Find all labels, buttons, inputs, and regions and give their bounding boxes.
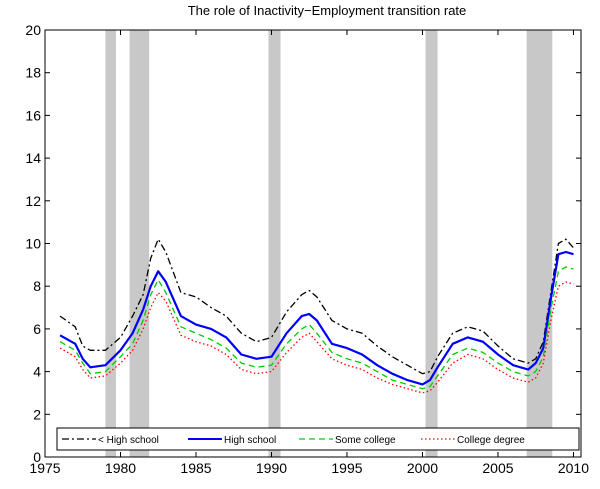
axes: 0 2 4 6 8 10 12 14 16 18 20 1975 1980 1985 1990 1995 200… [25,22,589,476]
series-line-2 [59,250,574,386]
x-tick-label: 2010 [558,460,589,476]
y-tick-label: 14 [25,150,41,166]
x-tick-label: 2000 [407,460,438,476]
series-line-4 [59,281,574,394]
y-tick-label: 16 [25,107,41,123]
chart-title: The role of Inactivity−Employment transi… [188,3,467,18]
y-tick-label: 20 [25,22,41,38]
y-tick-label: 2 [33,406,41,422]
recession-band-2 [129,30,150,457]
y-tick-label: 12 [25,193,41,209]
series-layer [59,238,574,394]
recession-band-4 [425,30,438,457]
series-line-3 [59,266,574,390]
x-tick-label: 1985 [180,460,211,476]
y-tick-label: 18 [25,65,41,81]
x-tick-label: 1990 [256,460,287,476]
recession-band-5 [526,30,553,457]
x-tick-label: 1980 [105,460,136,476]
y-tick-label: 0 [33,449,41,465]
y-tick-label: 10 [25,236,41,252]
legend: < High school High school Some college Coll… [56,427,580,451]
legend-label-2: High school [224,435,276,446]
y-tick-label: 4 [33,364,41,380]
x-tick-label: 2005 [482,460,513,476]
legend-box [56,427,580,451]
legend-label-4: College degree [457,435,525,446]
recession-band-1 [105,30,116,457]
series-line-1 [59,238,574,375]
y-tick-label: 6 [33,321,41,337]
recession-shading [105,30,553,457]
recession-band-3 [268,30,281,457]
x-tick-label: 1995 [331,460,362,476]
legend-label-1: < High school [98,435,159,446]
legend-label-3: Some college [335,435,396,446]
y-tick-label: 8 [33,278,41,294]
x-tick-label: 1975 [29,460,60,476]
